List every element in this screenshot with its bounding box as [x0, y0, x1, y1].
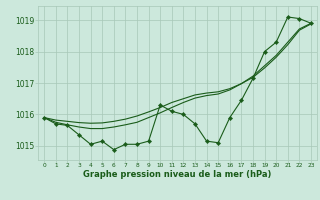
X-axis label: Graphe pression niveau de la mer (hPa): Graphe pression niveau de la mer (hPa): [84, 170, 272, 179]
